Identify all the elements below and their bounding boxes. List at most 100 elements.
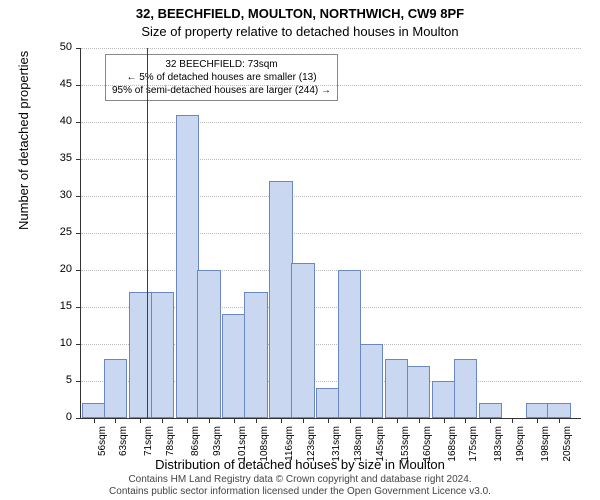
xtick-label: 78sqm	[165, 426, 176, 486]
xtick-label: 160sqm	[422, 426, 433, 486]
xtick-label: 131sqm	[331, 426, 342, 486]
gridline	[81, 233, 581, 234]
ytick-label: 35	[42, 152, 72, 164]
reference-line	[147, 48, 148, 418]
page-subtitle: Size of property relative to detached ho…	[0, 24, 600, 39]
histogram-bar	[432, 381, 455, 418]
xtick-label: 93sqm	[212, 426, 223, 486]
histogram-bar	[129, 292, 152, 418]
xtick-mark	[465, 418, 466, 423]
ytick-mark	[76, 159, 81, 160]
histogram-plot: 32 BEECHFIELD: 73sqm ← 5% of detached ho…	[80, 48, 581, 419]
ytick-label: 25	[42, 226, 72, 238]
gridline	[81, 270, 581, 271]
gridline	[81, 85, 581, 86]
gridline	[81, 122, 581, 123]
ytick-mark	[76, 48, 81, 49]
ytick-mark	[76, 418, 81, 419]
ytick-label: 0	[42, 411, 72, 423]
ytick-label: 45	[42, 78, 72, 90]
gridline	[81, 196, 581, 197]
xtick-mark	[537, 418, 538, 423]
xtick-label: 198sqm	[540, 426, 551, 486]
footer-line-2: Contains public sector information licen…	[0, 486, 600, 498]
page-title: 32, BEECHFIELD, MOULTON, NORTHWICH, CW9 …	[0, 6, 600, 21]
xtick-mark	[350, 418, 351, 423]
xtick-label: 183sqm	[493, 426, 504, 486]
histogram-bar	[407, 366, 430, 418]
xtick-mark	[187, 418, 188, 423]
histogram-bar	[526, 403, 549, 418]
histogram-bar	[454, 359, 477, 418]
ytick-mark	[76, 122, 81, 123]
xtick-mark	[303, 418, 304, 423]
xtick-mark	[559, 418, 560, 423]
histogram-bar	[547, 403, 570, 418]
xtick-label: 108sqm	[259, 426, 270, 486]
histogram-bar	[360, 344, 383, 418]
xtick-label: 86sqm	[190, 426, 201, 486]
xtick-mark	[397, 418, 398, 423]
histogram-bar	[479, 403, 502, 418]
xtick-label: 63sqm	[118, 426, 129, 486]
xtick-mark	[281, 418, 282, 423]
ytick-mark	[76, 344, 81, 345]
ytick-mark	[76, 85, 81, 86]
histogram-bar	[244, 292, 267, 418]
xtick-mark	[115, 418, 116, 423]
xtick-label: 56sqm	[97, 426, 108, 486]
xtick-label: 190sqm	[515, 426, 526, 486]
ytick-label: 15	[42, 300, 72, 312]
histogram-bar	[316, 388, 339, 418]
footer-line-1: Contains HM Land Registry data © Crown c…	[0, 474, 600, 486]
x-axis-label: Distribution of detached houses by size …	[0, 457, 600, 472]
histogram-bar	[104, 359, 127, 418]
xtick-label: 145sqm	[375, 426, 386, 486]
histogram-bar	[197, 270, 220, 418]
histogram-bar	[338, 270, 361, 418]
xtick-label: 175sqm	[468, 426, 479, 486]
chart-container: 32, BEECHFIELD, MOULTON, NORTHWICH, CW9 …	[0, 0, 600, 500]
xtick-mark	[140, 418, 141, 423]
histogram-bar	[222, 314, 245, 418]
gridline	[81, 159, 581, 160]
ytick-label: 10	[42, 337, 72, 349]
ytick-mark	[76, 270, 81, 271]
histogram-bar	[385, 359, 408, 418]
ytick-label: 30	[42, 189, 72, 201]
annotation-line-2: ← 5% of detached houses are smaller (13)	[112, 71, 331, 84]
xtick-mark	[209, 418, 210, 423]
footer-attribution: Contains HM Land Registry data © Crown c…	[0, 474, 600, 498]
xtick-mark	[256, 418, 257, 423]
ytick-label: 20	[42, 263, 72, 275]
histogram-bar	[291, 263, 314, 418]
xtick-mark	[444, 418, 445, 423]
xtick-label: 116sqm	[284, 426, 295, 486]
xtick-label: 71sqm	[143, 426, 154, 486]
ytick-label: 5	[42, 374, 72, 386]
xtick-label: 101sqm	[237, 426, 248, 486]
ytick-mark	[76, 307, 81, 308]
xtick-mark	[94, 418, 95, 423]
xtick-label: 205sqm	[562, 426, 573, 486]
ytick-label: 40	[42, 115, 72, 127]
xtick-mark	[234, 418, 235, 423]
xtick-mark	[328, 418, 329, 423]
y-axis-label: Number of detached properties	[16, 51, 31, 230]
annotation-box: 32 BEECHFIELD: 73sqm ← 5% of detached ho…	[105, 54, 338, 101]
xtick-label: 123sqm	[306, 426, 317, 486]
ytick-label: 50	[42, 41, 72, 53]
annotation-line-1: 32 BEECHFIELD: 73sqm	[112, 58, 331, 71]
histogram-bar	[82, 403, 105, 418]
ytick-mark	[76, 233, 81, 234]
xtick-mark	[512, 418, 513, 423]
xtick-mark	[162, 418, 163, 423]
xtick-label: 153sqm	[400, 426, 411, 486]
xtick-mark	[419, 418, 420, 423]
histogram-bar	[176, 115, 199, 418]
xtick-mark	[490, 418, 491, 423]
histogram-bar	[269, 181, 292, 418]
xtick-label: 138sqm	[353, 426, 364, 486]
histogram-bar	[151, 292, 174, 418]
ytick-mark	[76, 196, 81, 197]
